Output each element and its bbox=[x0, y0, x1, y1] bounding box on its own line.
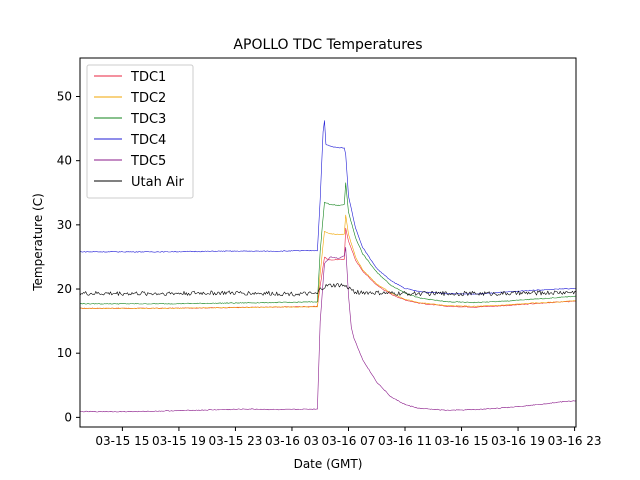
series-line-tdc2 bbox=[80, 214, 576, 309]
legend-box bbox=[86, 64, 194, 199]
series-layer bbox=[80, 120, 576, 413]
y-axis-label: Temperature (C) bbox=[31, 193, 45, 292]
axes-frame bbox=[79, 57, 577, 428]
legend-label: TDC2 bbox=[130, 91, 166, 106]
y-tick-label: 30 bbox=[57, 218, 72, 232]
series-line-tdc5 bbox=[80, 247, 576, 413]
x-axis-ticks: 03-15 15 03-15 19 03-15 23 03-16 03 03-16 07… bbox=[95, 427, 602, 448]
x-tick-label: 03-16 19 bbox=[491, 434, 545, 448]
chart-title: APOLLO TDC Temperatures bbox=[233, 37, 422, 53]
y-tick-label: 40 bbox=[57, 154, 72, 168]
legend: TDC1 TDC2 TDC3 TDC4 TDC5 Utah Air bbox=[86, 64, 194, 199]
series-line-tdc3 bbox=[80, 182, 576, 305]
legend-label: Utah Air bbox=[131, 175, 184, 190]
x-tick-label: 03-15 15 bbox=[95, 434, 149, 448]
y-axis-ticks: 0 10 20 30 40 50 bbox=[57, 90, 80, 424]
series-line-utah-air bbox=[80, 283, 576, 297]
y-tick-label: 0 bbox=[64, 410, 72, 424]
x-axis-label: Date (GMT) bbox=[294, 457, 363, 471]
y-tick-label: 20 bbox=[57, 282, 72, 296]
x-tick-label: 03-16 15 bbox=[435, 434, 489, 448]
legend-label: TDC4 bbox=[130, 133, 166, 148]
x-tick-label: 03-15 23 bbox=[208, 434, 262, 448]
x-tick-label: 03-16 03 bbox=[265, 434, 319, 448]
y-tick-label: 50 bbox=[57, 90, 72, 104]
legend-label: TDC3 bbox=[130, 112, 166, 127]
x-tick-label: 03-16 23 bbox=[548, 434, 602, 448]
legend-label: TDC5 bbox=[130, 154, 166, 169]
legend-label: TDC1 bbox=[130, 70, 166, 85]
series-line-tdc4 bbox=[80, 120, 576, 295]
y-tick-label: 10 bbox=[57, 346, 72, 360]
x-tick-label: 03-15 19 bbox=[152, 434, 206, 448]
x-tick-label: 03-16 07 bbox=[322, 434, 376, 448]
x-tick-label: 03-16 11 bbox=[378, 434, 432, 448]
